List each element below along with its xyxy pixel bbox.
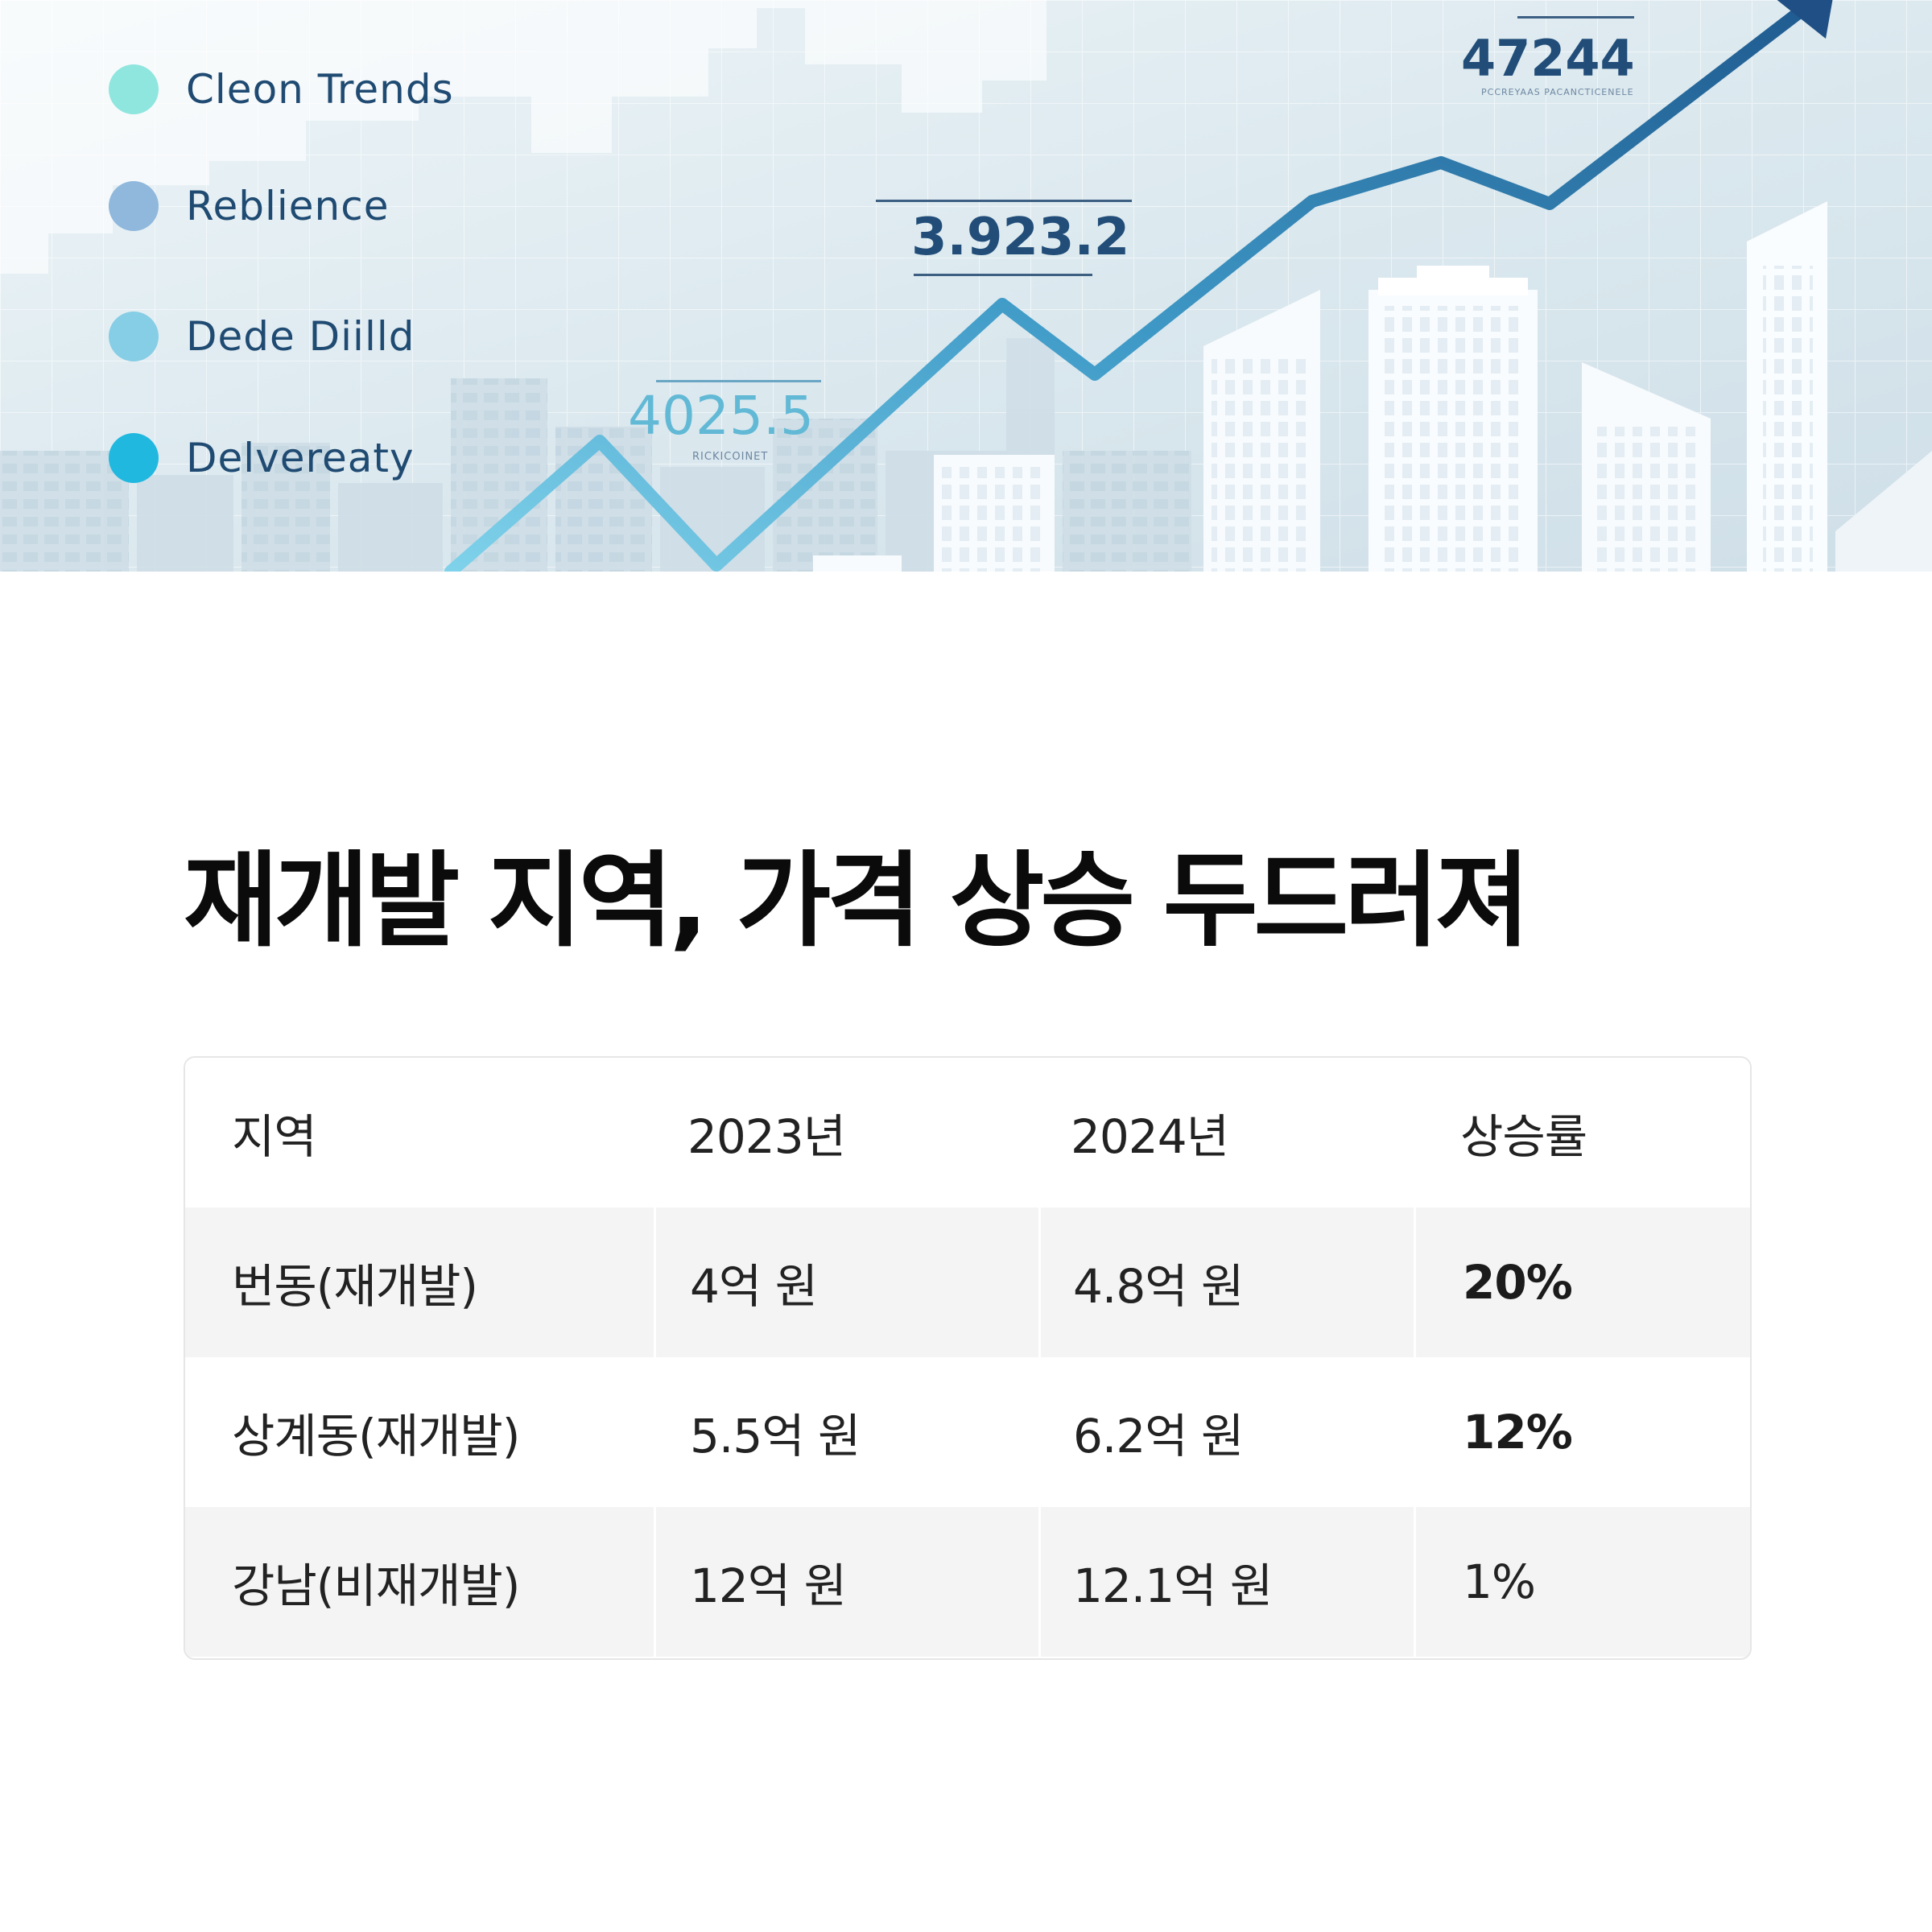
cell-price-2024: 4.8억 원	[1038, 1208, 1414, 1357]
hero-chart-graphic	[0, 0, 1932, 572]
column-header-region: 지역	[232, 1109, 317, 1164]
callout-rule	[914, 274, 1092, 276]
column-header-2024: 2024년	[1071, 1109, 1229, 1164]
cell-rate: 1%	[1414, 1507, 1750, 1657]
legend-dot-delvereaty	[109, 433, 159, 483]
cell-rate: 12%	[1414, 1357, 1750, 1507]
table-row: 번동(재개발) 4억 원 4.8억 원 20%	[185, 1208, 1750, 1357]
cell-price-2024: 12.1억 원	[1038, 1507, 1414, 1657]
callout-rule	[656, 380, 821, 382]
cell-price-2023: 4억 원	[654, 1208, 1038, 1357]
table-row: 강남(비재개발) 12억 원 12.1억 원 1%	[185, 1507, 1750, 1657]
table-row: 상계동(재개발) 5.5억 원 6.2억 원 12%	[185, 1357, 1750, 1507]
legend-label: Dede Diilld	[186, 313, 415, 360]
legend-item: Dede Diilld	[109, 308, 415, 365]
legend-dot-dede-diilld	[109, 312, 159, 361]
table-header-row: 지역 2023년 2024년 상승률	[185, 1058, 1750, 1208]
callout-caption: PCCREYAAS PACANCTICENELE	[1481, 87, 1634, 97]
column-header-2023: 2023년	[687, 1109, 846, 1164]
article-headline: 재개발 지역, 가격 상승 두드러져	[184, 841, 1530, 961]
cell-region: 번동(재개발)	[232, 1259, 478, 1314]
legend-item: Cleon Trends	[109, 61, 454, 118]
callout-rule	[876, 200, 1132, 202]
legend-dot-cleon-trends	[109, 64, 159, 114]
cell-rate: 20%	[1414, 1208, 1750, 1357]
cell-region: 강남(비재개발)	[232, 1558, 520, 1613]
column-header-rate: 상승률	[1460, 1109, 1587, 1164]
callout-value: 3.923.2	[911, 208, 1130, 267]
callout-rule	[1517, 16, 1634, 19]
hero-illustration: Cleon Trends Reblience Dede Diilld Delve…	[0, 0, 1932, 572]
cell-price-2024: 6.2억 원	[1038, 1357, 1414, 1507]
callout-caption: RICKICOINET	[692, 451, 769, 463]
legend-item: Reblience	[109, 178, 389, 234]
legend-dot-reblience	[109, 181, 159, 231]
legend-label: Cleon Trends	[186, 66, 454, 113]
legend-label: Reblience	[186, 183, 390, 229]
callout-value: 4025.5	[628, 385, 814, 447]
cell-region: 상계동(재개발)	[232, 1409, 520, 1463]
legend-item: Delvereaty	[109, 430, 415, 486]
cell-price-2023: 5.5억 원	[654, 1357, 1038, 1507]
price-comparison-table: 지역 2023년 2024년 상승률 번동(재개발) 4억 원 4.8억 원 2…	[184, 1056, 1752, 1660]
legend-label: Delvereaty	[186, 435, 415, 481]
cell-price-2023: 12억 원	[654, 1507, 1038, 1657]
callout-value: 47244	[1461, 29, 1635, 88]
